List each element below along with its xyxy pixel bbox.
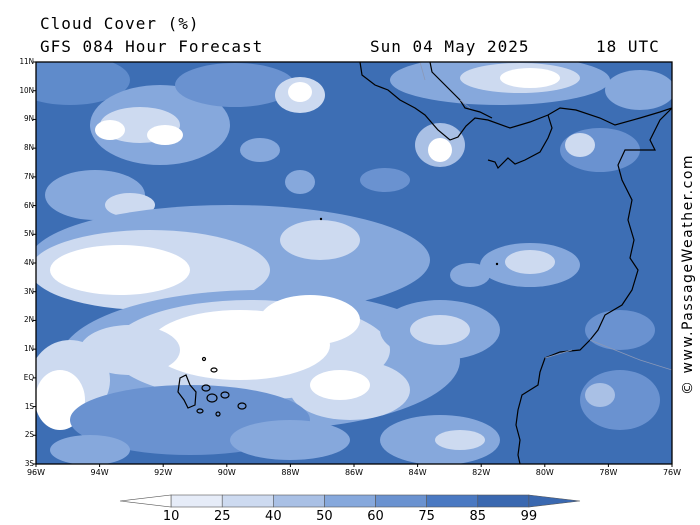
lon-label: 86W bbox=[344, 468, 364, 477]
lat-label: 10N bbox=[19, 85, 34, 95]
colorbar-segment bbox=[477, 494, 530, 508]
colorbar-label: 50 bbox=[316, 509, 333, 524]
galapagos-islands bbox=[177, 356, 247, 417]
cloud-cover-field bbox=[36, 62, 672, 464]
forecast-date: Sun 04 May 2025 bbox=[370, 37, 530, 56]
lat-label: EQ bbox=[23, 372, 34, 382]
lat-label: 8N bbox=[24, 143, 34, 153]
lon-label: 82W bbox=[472, 468, 491, 477]
colorbar-segment bbox=[170, 494, 223, 508]
colorbar-label: 85 bbox=[469, 509, 487, 524]
lat-label: 2N bbox=[24, 315, 34, 325]
colorbar-segment bbox=[375, 494, 427, 508]
lon-label: 88W bbox=[281, 468, 300, 477]
colorbar-label: 10 bbox=[162, 509, 180, 524]
colorbar-segment bbox=[221, 494, 274, 508]
malpelo-island bbox=[495, 262, 499, 266]
lat-label: 6N bbox=[24, 200, 34, 210]
lon-label: 92W bbox=[154, 468, 173, 477]
lat-label: 7N bbox=[24, 171, 34, 181]
colorbar-segment bbox=[426, 494, 479, 508]
lon-label: 76W bbox=[662, 468, 682, 477]
lon-label: 90W bbox=[217, 468, 236, 477]
credit-watermark: © www.PassageWeather.com bbox=[680, 153, 696, 395]
lat-label: 9N bbox=[24, 114, 34, 124]
colorbar-max-arrow bbox=[528, 494, 581, 508]
chart-title: Cloud Cover (%) bbox=[40, 14, 200, 33]
lon-label: 78W bbox=[599, 468, 618, 477]
colorbar-min-arrow bbox=[119, 494, 172, 508]
lat-label: 3N bbox=[24, 286, 34, 296]
colorbar-segment bbox=[273, 494, 325, 508]
lat-label: 3S bbox=[24, 459, 34, 468]
colorbar bbox=[119, 494, 581, 508]
colorbar-segment bbox=[324, 494, 376, 508]
lon-label: 94W bbox=[90, 468, 109, 477]
lat-label: 1N bbox=[24, 344, 34, 354]
lon-label: 96W bbox=[26, 468, 46, 477]
lon-label: 84W bbox=[408, 468, 427, 477]
colorbar-label: 60 bbox=[367, 509, 384, 524]
coastline bbox=[359, 62, 672, 464]
lat-label: 5N bbox=[24, 229, 34, 239]
lat-label: 2S bbox=[24, 430, 34, 440]
colorbar-label: 40 bbox=[265, 509, 282, 524]
model-label: GFS 084 Hour Forecast bbox=[40, 37, 264, 56]
lon-label: 80W bbox=[535, 468, 554, 477]
forecast-time: 18 UTC bbox=[596, 37, 660, 56]
colorbar-label: 99 bbox=[520, 509, 538, 524]
lat-label: 1S bbox=[24, 401, 34, 411]
cocos-island bbox=[319, 217, 323, 221]
axis-ticks bbox=[33, 61, 673, 467]
colorbar-label: 75 bbox=[418, 509, 435, 524]
lat-label: 11N bbox=[19, 57, 34, 66]
lat-label: 4N bbox=[24, 258, 34, 267]
colorbar-label: 25 bbox=[213, 509, 231, 524]
borders bbox=[419, 62, 672, 371]
